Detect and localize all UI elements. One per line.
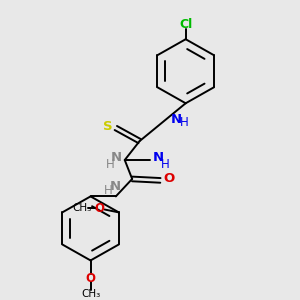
Text: CH₃: CH₃ bbox=[81, 289, 100, 299]
Text: O: O bbox=[164, 172, 175, 185]
Text: O: O bbox=[94, 202, 104, 215]
Text: S: S bbox=[103, 120, 112, 133]
Text: Cl: Cl bbox=[179, 18, 192, 31]
Text: H: H bbox=[103, 184, 112, 197]
Text: H: H bbox=[160, 158, 169, 171]
Text: N: N bbox=[153, 151, 164, 164]
Text: N: N bbox=[111, 151, 122, 164]
Text: H: H bbox=[180, 116, 189, 129]
Text: CH₃: CH₃ bbox=[73, 203, 92, 213]
Text: H: H bbox=[106, 158, 115, 171]
Text: N: N bbox=[170, 113, 182, 126]
Text: N: N bbox=[110, 180, 121, 193]
Text: O: O bbox=[85, 272, 96, 285]
